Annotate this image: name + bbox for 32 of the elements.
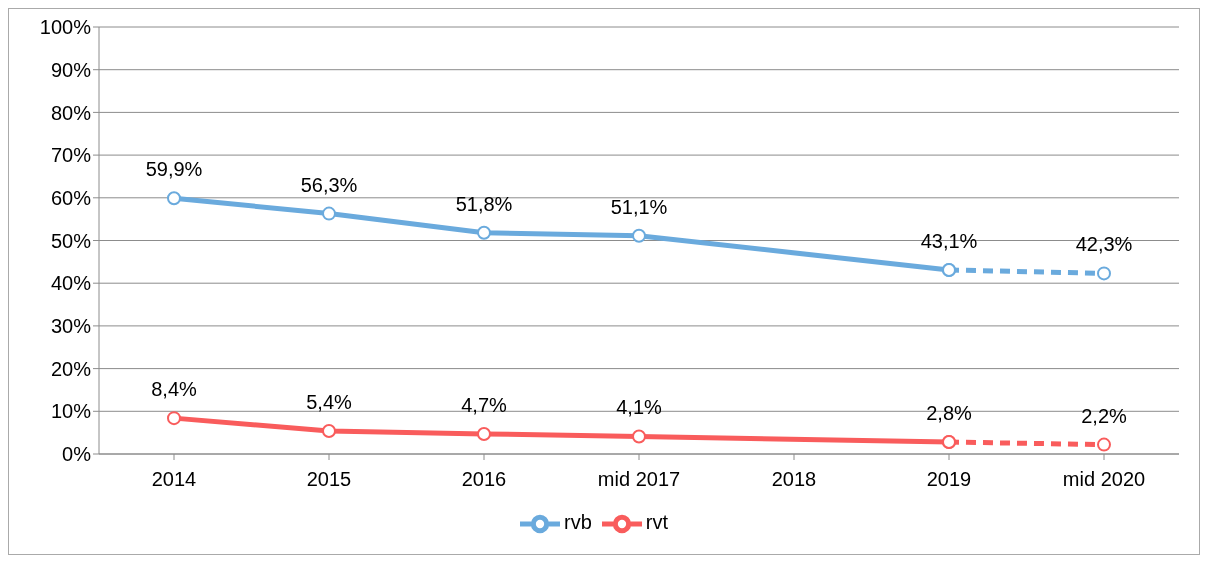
data-label: 5,4% [306,390,353,413]
x-tick-label: 2016 [461,468,507,491]
data-label: 56,3% [300,173,358,196]
x-tick-label: mid 2017 [597,468,681,491]
y-tick-label: 10% [50,400,92,423]
y-tick-label: 20% [50,357,92,380]
data-label: 59,9% [145,158,203,181]
y-tick-label: 70% [50,144,92,167]
data-label: 43,1% [920,229,978,252]
x-tick-label: mid 2020 [1062,468,1146,491]
x-tick-label: 2019 [926,468,972,491]
y-tick-label: 100% [39,16,92,39]
data-label: 2,2% [1081,404,1128,427]
data-label: 8,4% [151,378,198,401]
data-label: 42,3% [1075,233,1133,256]
data-label: 4,7% [461,393,508,416]
data-label: 51,1% [610,195,668,218]
y-tick-label: 50% [50,229,92,252]
y-tick-label: 40% [50,272,92,295]
y-tick-label: 80% [50,101,92,124]
y-tick-label: 0% [62,443,92,466]
y-tick-label: 60% [50,186,92,209]
y-tick-label: 90% [50,58,92,81]
x-tick-label: 2018 [771,468,817,491]
data-label: 2,8% [926,402,973,425]
x-tick-label: 2015 [306,468,352,491]
data-label: 51,8% [455,192,513,215]
legend-label: rvb [563,511,592,534]
x-tick-label: 2014 [151,468,197,491]
data-label: 4,1% [616,396,663,419]
y-tick-label: 30% [50,315,92,337]
legend-label: rvt [645,511,668,534]
